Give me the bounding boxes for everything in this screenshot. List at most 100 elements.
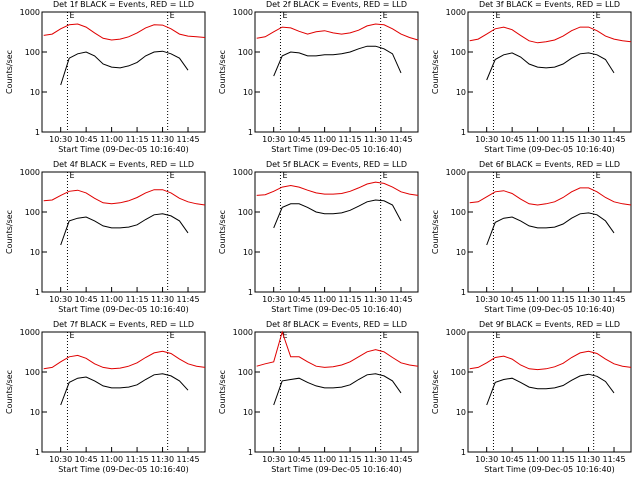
y-tick-label: 100: [451, 368, 466, 377]
event-marker-label: E: [383, 331, 388, 340]
y-axis-label: Counts/sec: [431, 50, 440, 94]
event-marker-label: E: [282, 331, 287, 340]
event-marker-label: E: [495, 11, 500, 20]
event-marker-label: E: [69, 171, 74, 180]
y-axis-label: Counts/sec: [5, 50, 14, 94]
x-tick-label: 11:15: [339, 455, 362, 464]
x-tick-label: 11:00: [100, 135, 123, 144]
series-line: [256, 330, 419, 368]
x-axis-label: Start Time (09-Dec-05 10:16:40): [58, 145, 189, 154]
x-tick-label: 11:15: [552, 135, 575, 144]
series-line: [60, 373, 189, 406]
plot-frame: [254, 11, 419, 133]
y-tick-label: 100: [238, 208, 253, 217]
y-tick-label: 1: [461, 288, 466, 297]
series-line: [60, 50, 189, 86]
series-line: [256, 23, 419, 41]
x-tick-label: 10:30: [49, 295, 72, 304]
y-tick-label: 1000: [20, 168, 40, 177]
x-axis-label: Start Time (09-Dec-05 10:16:40): [271, 465, 402, 474]
x-tick-label: 11:45: [602, 455, 625, 464]
y-tick-label: 10: [30, 248, 40, 257]
panel-title: Det 4f BLACK = Events, RED = LLD: [53, 160, 194, 169]
x-axis-label: Start Time (09-Dec-05 10:16:40): [58, 305, 189, 314]
x-tick-label: 10:45: [75, 135, 98, 144]
y-axis-label: Counts/sec: [218, 50, 227, 94]
x-tick-label: 11:45: [176, 295, 199, 304]
event-marker-label: E: [282, 171, 287, 180]
y-axis-label: Counts/sec: [5, 370, 14, 414]
x-tick-label: 11:15: [552, 455, 575, 464]
x-tick-label: 11:45: [602, 135, 625, 144]
x-tick-label: 10:45: [75, 455, 98, 464]
event-marker-label: E: [596, 331, 601, 340]
x-tick-label: 10:45: [288, 135, 311, 144]
series-line: [273, 45, 402, 77]
y-tick-label: 1000: [446, 168, 466, 177]
x-axis-label: Start Time (09-Dec-05 10:16:40): [484, 145, 615, 154]
panel-title: Det 1f BLACK = Events, RED = LLD: [53, 0, 194, 9]
x-tick-label: 10:45: [288, 295, 311, 304]
series-line: [43, 189, 206, 206]
x-tick-label: 10:30: [262, 295, 285, 304]
x-tick-label: 10:45: [501, 135, 524, 144]
x-tick-label: 11:45: [389, 295, 412, 304]
y-tick-label: 1000: [233, 328, 253, 337]
y-axis-label: Counts/sec: [431, 210, 440, 254]
plot-frame: [41, 171, 206, 293]
y-tick-label: 100: [451, 208, 466, 217]
x-axis-label: Start Time (09-Dec-05 10:16:40): [484, 465, 615, 474]
y-tick-label: 1000: [20, 8, 40, 17]
series-line: [43, 23, 206, 41]
series-line: [273, 373, 402, 406]
x-tick-label: 10:30: [475, 295, 498, 304]
x-tick-label: 10:30: [49, 455, 72, 464]
x-tick-label: 11:00: [313, 455, 336, 464]
event-marker-label: E: [170, 171, 175, 180]
y-tick-label: 1: [35, 128, 40, 137]
x-tick-label: 11:15: [552, 295, 575, 304]
x-tick-label: 11:45: [602, 295, 625, 304]
panel-title: Det 7f BLACK = Events, RED = LLD: [53, 320, 194, 329]
event-marker-label: E: [282, 11, 287, 20]
panel-title: Det 5f BLACK = Events, RED = LLD: [266, 160, 407, 169]
y-tick-label: 1: [461, 448, 466, 457]
panel-title: Det 9f BLACK = Events, RED = LLD: [479, 320, 620, 329]
series-line: [469, 187, 632, 206]
x-tick-label: 10:45: [75, 295, 98, 304]
x-tick-label: 11:30: [577, 135, 600, 144]
plot-frame: [41, 331, 206, 453]
event-marker-label: E: [383, 171, 388, 180]
y-tick-label: 10: [30, 88, 40, 97]
x-tick-label: 11:15: [126, 455, 149, 464]
y-axis-label: Counts/sec: [218, 210, 227, 254]
event-marker-label: E: [170, 331, 175, 340]
x-tick-label: 11:00: [526, 135, 549, 144]
x-tick-label: 10:30: [475, 135, 498, 144]
x-tick-label: 11:30: [151, 135, 174, 144]
y-tick-label: 1: [461, 128, 466, 137]
x-tick-label: 11:45: [389, 455, 412, 464]
x-tick-label: 11:00: [313, 135, 336, 144]
event-marker-label: E: [69, 331, 74, 340]
event-marker-label: E: [495, 331, 500, 340]
y-tick-label: 10: [243, 408, 253, 417]
x-tick-label: 11:30: [577, 295, 600, 304]
x-tick-label: 11:15: [126, 135, 149, 144]
x-tick-label: 11:00: [526, 455, 549, 464]
panel-title: Det 3f BLACK = Events, RED = LLD: [479, 0, 620, 9]
x-tick-label: 11:00: [100, 455, 123, 464]
y-tick-label: 1000: [446, 8, 466, 17]
y-tick-label: 1: [248, 128, 253, 137]
series-line: [486, 212, 615, 246]
x-tick-label: 10:45: [288, 455, 311, 464]
y-tick-label: 100: [25, 208, 40, 217]
series-line: [256, 181, 419, 196]
y-tick-label: 100: [25, 48, 40, 57]
y-tick-label: 100: [25, 368, 40, 377]
x-tick-label: 11:00: [313, 295, 336, 304]
y-tick-label: 1000: [233, 8, 253, 17]
event-marker-label: E: [170, 11, 175, 20]
series-line: [469, 350, 632, 371]
